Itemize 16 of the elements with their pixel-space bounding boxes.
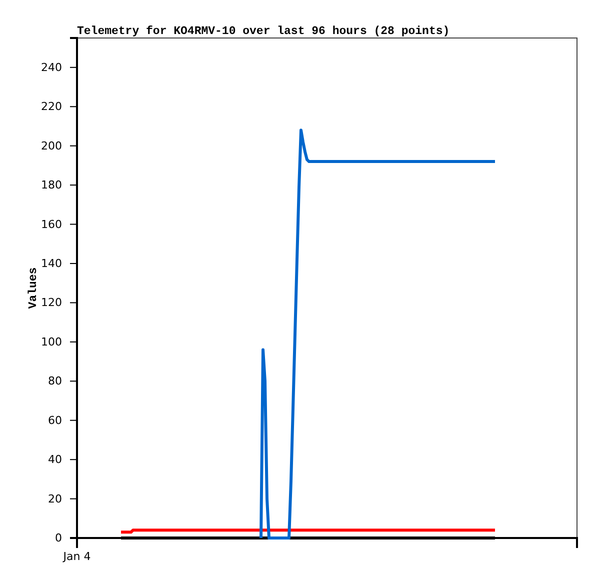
- y-tick-label: 60: [48, 414, 62, 427]
- x-tick-label: Jan 4: [62, 550, 91, 563]
- y-tick-label: 20: [48, 492, 62, 506]
- y-tick-label: 120: [41, 296, 62, 310]
- y-tick-label: 40: [48, 453, 62, 466]
- y-tick-label: 200: [41, 139, 62, 152]
- y-tick-label: 160: [41, 218, 62, 231]
- y-tick-label: 0: [55, 532, 62, 545]
- y-tick-label: 220: [41, 100, 62, 114]
- y-tick-label: 180: [41, 178, 62, 192]
- y-tick-label: 100: [41, 335, 62, 348]
- y-tick-label: 240: [41, 60, 62, 74]
- chart-title: Telemetry for KO4RMV-10 over last 96 hours (28 points): [77, 25, 450, 38]
- y-tick-label: 140: [41, 257, 62, 270]
- y-tick-label: 80: [48, 374, 62, 388]
- y-axis-title: Values: [27, 267, 40, 309]
